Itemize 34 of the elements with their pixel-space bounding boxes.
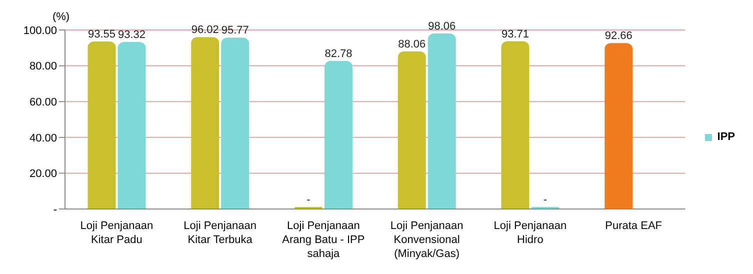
data-label: 92.66 (604, 30, 632, 42)
bar (501, 41, 530, 209)
y-tick-label: 20.00 (29, 168, 57, 180)
x-tick-label: Purata EAF (605, 220, 662, 232)
y-axis-title: (%) (52, 11, 70, 23)
data-label: 98.06 (428, 20, 456, 32)
x-tick-label: Loji Penjanaan Arang Batu - IPP sahaja (282, 220, 365, 260)
bar (221, 38, 250, 209)
data-label: - (306, 194, 311, 206)
bar (118, 42, 146, 209)
y-tick-label: - (53, 204, 58, 216)
bar (88, 42, 116, 209)
data-label: 93.32 (118, 28, 146, 41)
data-label: 93.71 (501, 28, 530, 40)
x-tick-label: Loji Penjanaan Kitar Padu (80, 220, 154, 246)
x-tick-label: Loji Penjanaan Konvensional (Minyak/Gas) (390, 220, 464, 260)
bar (324, 60, 352, 209)
y-tick-label: 40.00 (29, 132, 57, 144)
y-tick-label: 100.00 (23, 24, 57, 37)
data-label: 96.02 (191, 24, 219, 36)
data-label: 88.06 (398, 38, 426, 50)
data-label: 82.78 (324, 48, 352, 60)
x-tick-label: Loji Penjanaan Kitar Terbuka (184, 220, 256, 246)
bar (604, 43, 633, 209)
data-label: 93.55 (88, 28, 116, 41)
bar (191, 37, 220, 209)
legend-label: IPP (716, 131, 735, 143)
y-tick-label: 80.00 (29, 60, 57, 73)
x-tick-label: Loji Penjanaan Hidro (494, 220, 567, 246)
data-label: - (543, 194, 548, 206)
y-tick-label: 60.00 (29, 96, 57, 109)
bar (398, 51, 426, 209)
bar (428, 33, 456, 209)
data-label: 95.77 (221, 24, 249, 37)
